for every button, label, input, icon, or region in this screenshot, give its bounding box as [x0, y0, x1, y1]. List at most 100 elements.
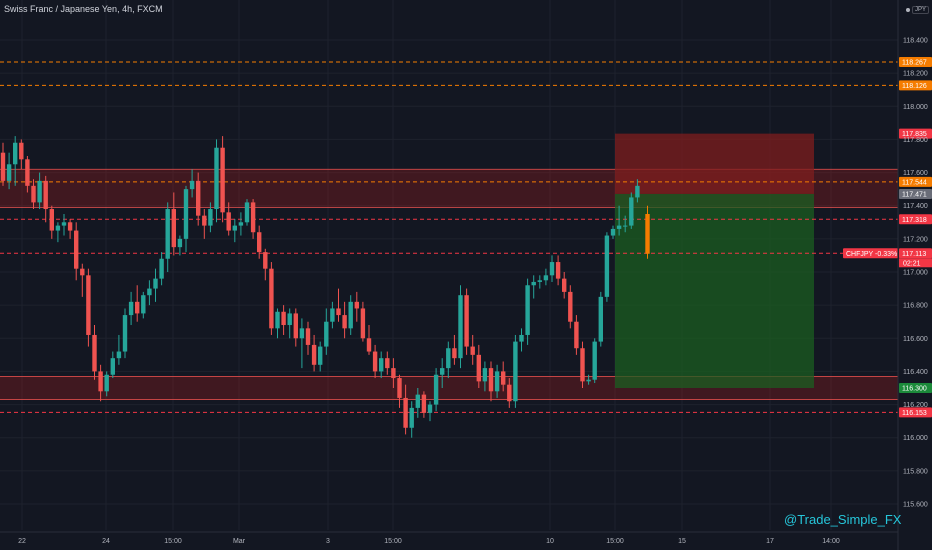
- currency-dot-icon: [906, 8, 910, 12]
- candle-body: [543, 275, 549, 281]
- candle-body: [19, 142, 24, 160]
- candle-body: [104, 374, 109, 392]
- candle-body: [610, 228, 616, 236]
- candle-body: [43, 180, 48, 210]
- candle-body: [311, 344, 317, 365]
- candle-body: [525, 285, 530, 335]
- candle-body: [324, 321, 329, 347]
- candle-body: [61, 222, 67, 226]
- candle-body: [433, 374, 439, 405]
- candle-body: [49, 209, 54, 231]
- time-tick-label: 15: [678, 538, 686, 545]
- candle-body: [635, 185, 640, 198]
- candle-body: [482, 368, 488, 382]
- price-tick-label: 118.400: [903, 38, 928, 45]
- candle-body: [281, 311, 286, 326]
- candle-body: [305, 328, 311, 345]
- candle-body: [513, 341, 518, 402]
- candle-body: [537, 280, 542, 282]
- candle-body: [549, 262, 555, 276]
- candle-body: [269, 268, 274, 329]
- price-tick-label: 116.400: [903, 369, 928, 376]
- time-tick-label: 15:00: [164, 538, 182, 545]
- candle-body: [645, 214, 650, 254]
- candle-body: [415, 394, 420, 408]
- candle-body: [616, 225, 622, 229]
- candle-body: [74, 230, 79, 269]
- candle-body: [183, 189, 189, 239]
- candle-body: [598, 296, 603, 342]
- candle-body: [476, 354, 481, 382]
- price-tick-label: 118.200: [903, 71, 928, 78]
- time-tick-label: Mar: [233, 538, 246, 545]
- candle-body: [208, 209, 213, 226]
- candle-body: [494, 371, 500, 392]
- candle-body: [580, 348, 585, 382]
- symbol-title: Swiss Franc / Japanese Yen, 4h, FXCM: [4, 4, 163, 14]
- candle-body: [366, 338, 372, 352]
- level-price-label: 118.126: [902, 83, 927, 90]
- candle-body: [275, 311, 280, 329]
- time-axis[interactable]: 22 24 15:00 Mar 3 15:00 10 15:00 15 17 14:00: [0, 531, 898, 545]
- candle-body: [488, 368, 494, 392]
- candle-body: [555, 262, 561, 279]
- price-axis[interactable]: 118.400 118.200 118.000 117.800 117.600 117.4…: [897, 0, 928, 550]
- price-tick-label: 118.000: [903, 104, 928, 111]
- candle-body: [397, 378, 402, 398]
- price-tick-label: 116.600: [903, 336, 928, 343]
- horizontal-levels[interactable]: 118.267 118.126 117.835 117.544 117.471 117.3…: [0, 57, 932, 418]
- candle-body: [147, 288, 152, 296]
- symbol-change-label: CHFJPY -0.33%: [846, 251, 897, 258]
- candle-body: [86, 275, 91, 335]
- candle-body: [299, 328, 305, 339]
- level-price-tag: [899, 188, 932, 199]
- price-tick-label: 117.400: [903, 203, 928, 210]
- price-tick-label: 115.800: [903, 468, 928, 475]
- candle-body: [348, 301, 353, 329]
- candle-body: [244, 202, 250, 223]
- level-price-label: 117.544: [902, 179, 927, 186]
- level-price-tag: [899, 248, 932, 259]
- candle-body: [391, 368, 396, 379]
- currency-label: JPY: [912, 6, 930, 14]
- time-tick-label: 17: [766, 538, 774, 545]
- level-price-label: 116.300: [902, 386, 927, 393]
- candle-body: [574, 321, 579, 349]
- candle-body: [354, 301, 359, 309]
- candle-body: [318, 346, 323, 365]
- candle-body: [531, 281, 536, 286]
- candle-body: [427, 404, 433, 413]
- candle-body: [171, 209, 176, 248]
- level-price-tag: [899, 80, 932, 91]
- level-price-label: 117.318: [902, 217, 927, 224]
- candle-body: [135, 301, 140, 314]
- candle-body: [6, 164, 12, 181]
- candle-body: [92, 334, 97, 372]
- currency-badge[interactable]: JPY: [906, 6, 930, 14]
- level-price-label: 117.835: [902, 131, 927, 138]
- candle-body: [177, 238, 183, 248]
- candle-body: [519, 334, 524, 342]
- candle-body: [372, 351, 378, 372]
- short-position-tool[interactable]: [615, 133, 814, 388]
- candle-body: [189, 180, 195, 190]
- level-price-tag: [899, 176, 932, 187]
- candle-body: [360, 308, 366, 339]
- candle-body: [452, 348, 457, 359]
- candle-body: [226, 212, 231, 231]
- candle-body: [31, 185, 36, 203]
- candle-body: [202, 215, 207, 226]
- candle-body: [330, 308, 335, 322]
- candle-body: [220, 147, 225, 213]
- candle-body: [153, 278, 158, 289]
- time-tick-label: 3: [326, 538, 330, 545]
- price-tick-label: 117.200: [903, 236, 928, 243]
- time-tick-label: 10: [546, 538, 554, 545]
- candle-body: [379, 358, 384, 372]
- candle-body: [458, 295, 463, 359]
- candle-body: [440, 368, 445, 375]
- time-tick-label: 15:00: [606, 538, 624, 545]
- candle-body: [263, 252, 268, 269]
- stop-loss-zone: [615, 133, 814, 194]
